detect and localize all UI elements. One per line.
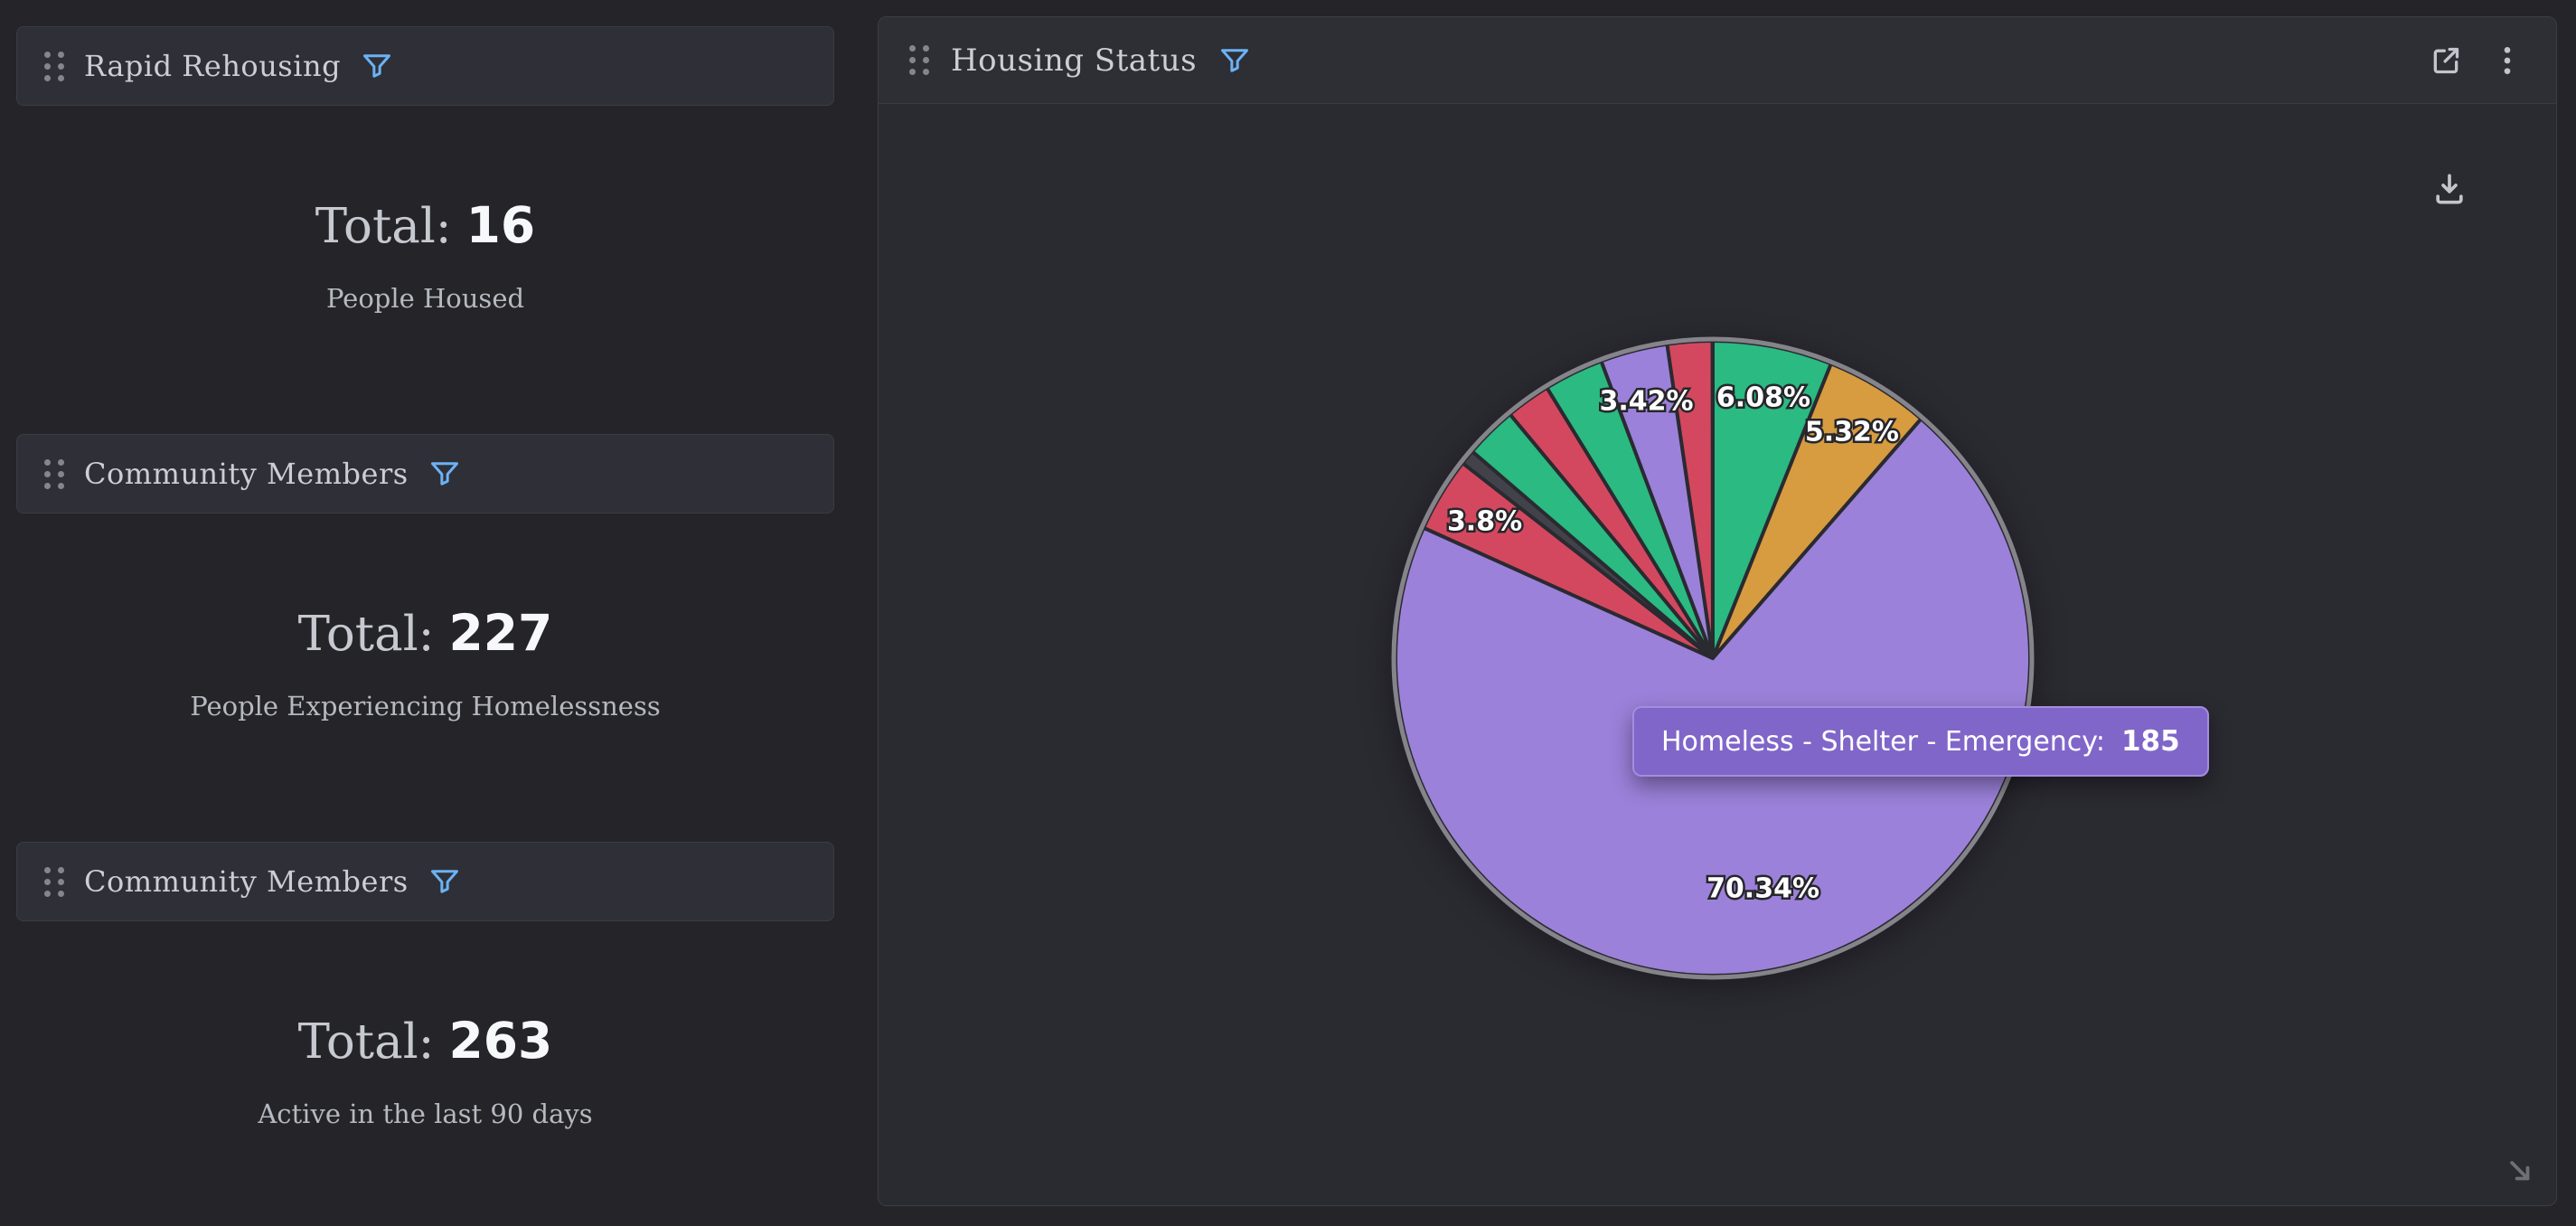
total-line: Total: 16 xyxy=(16,196,834,254)
drag-handle-icon[interactable] xyxy=(44,866,64,897)
panel-header: Housing Status xyxy=(879,17,2556,104)
filter-button[interactable] xyxy=(361,50,393,82)
card-header: Rapid Rehousing xyxy=(16,26,834,106)
chart-tooltip: Homeless - Shelter - Emergency: 185 xyxy=(1632,706,2209,777)
total-line: Total: 227 xyxy=(16,604,834,662)
card-body: Total: 227 People Experiencing Homelessne… xyxy=(16,514,834,721)
download-icon xyxy=(2436,174,2463,204)
card-title: Community Members xyxy=(84,864,409,899)
filter-button[interactable] xyxy=(1218,44,1251,77)
total-line: Total: 263 xyxy=(16,1012,834,1070)
resize-arrow-icon xyxy=(2510,1161,2530,1181)
kebab-menu-icon xyxy=(2504,46,2511,74)
card-subtitle: Active in the last 90 days xyxy=(258,1099,593,1129)
tooltip-value: 185 xyxy=(2120,725,2180,758)
card-header: Community Members xyxy=(16,842,834,921)
pie-slice-label: 6.08% xyxy=(1716,382,1810,414)
card-header: Community Members xyxy=(16,434,834,514)
download-button[interactable] xyxy=(2430,169,2469,209)
open-external-button[interactable] xyxy=(2428,42,2464,79)
filter-icon xyxy=(363,54,391,78)
pie-outer-ring xyxy=(1391,336,2035,980)
card-body: Total: 16 People Housed xyxy=(16,106,834,314)
kebab-menu-button[interactable] xyxy=(2489,42,2525,79)
tooltip-label: Homeless - Shelter - Emergency: xyxy=(1661,725,2105,758)
pie-chart-area: 6.08% 5.32% 70.34% 3.8% 3.42% xyxy=(1360,306,2065,1011)
filter-icon xyxy=(1221,48,1249,72)
external-link-icon xyxy=(2433,47,2459,73)
total-label: Total: xyxy=(297,1014,435,1070)
filter-button[interactable] xyxy=(428,865,461,898)
card-subtitle: People Experiencing Homelessness xyxy=(190,691,661,721)
card-rapid-rehousing: Rapid Rehousing Total: 16 People Housed xyxy=(16,26,834,395)
card-subtitle: People Housed xyxy=(325,283,525,314)
card-body: Total: 263 Active in the last 90 days xyxy=(16,921,834,1129)
card-community-members-2: Community Members Total: 263 Active in th… xyxy=(16,842,834,1211)
total-value: 227 xyxy=(448,604,553,662)
card-title: Rapid Rehousing xyxy=(84,49,342,83)
filter-icon xyxy=(430,870,458,893)
drag-handle-icon[interactable] xyxy=(44,51,64,81)
panel-header-actions xyxy=(2428,42,2525,79)
card-community-members-1: Community Members Total: 227 People Exper… xyxy=(16,434,834,803)
pie-slice-label: 70.34% xyxy=(1706,873,1819,905)
resize-handle[interactable] xyxy=(2502,1153,2536,1191)
pie-slice-label: 3.42% xyxy=(1599,385,1693,417)
total-label: Total: xyxy=(315,199,452,254)
filter-icon xyxy=(430,462,458,486)
housing-status-panel: Housing Status 6 xyxy=(878,16,2557,1206)
card-title: Community Members xyxy=(84,457,409,491)
total-value: 263 xyxy=(448,1012,553,1070)
total-label: Total: xyxy=(297,607,435,662)
drag-handle-icon[interactable] xyxy=(909,45,929,75)
total-value: 16 xyxy=(465,196,536,254)
filter-button[interactable] xyxy=(428,457,461,490)
pie-chart: 6.08%5.32% 70.34% 3.8% 3.42% xyxy=(1391,336,2035,980)
pie-slice-label: 3.8% xyxy=(1447,506,1522,538)
pie-slice-label: 5.32% xyxy=(1805,417,1899,448)
panel-title: Housing Status xyxy=(951,42,1198,79)
drag-handle-icon[interactable] xyxy=(44,458,64,489)
